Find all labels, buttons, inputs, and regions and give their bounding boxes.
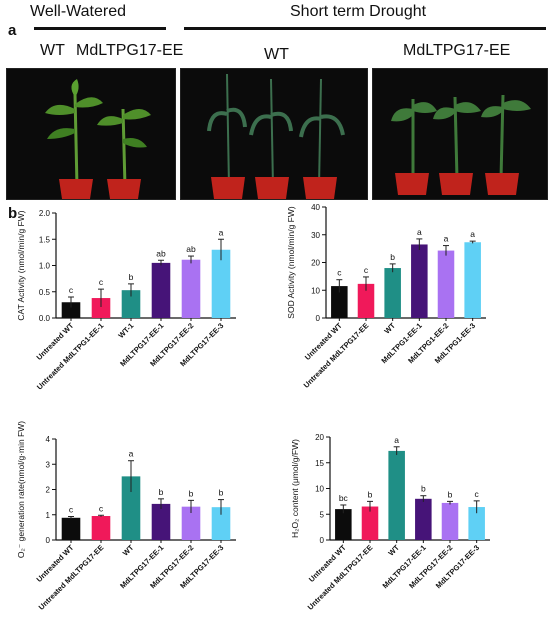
bar [437, 250, 455, 318]
bar [415, 498, 432, 540]
category-label: WT [121, 543, 136, 558]
significance-letter: c [99, 503, 104, 513]
y-axis-label: CAT Activity (nmol/min/g FW) [16, 210, 26, 320]
significance-letter: b [390, 252, 395, 262]
y-tick-label: 1.5 [39, 235, 51, 244]
photo-drought-wt [180, 68, 368, 200]
panel-a-letter: a [8, 22, 17, 39]
y-tick-label: 20 [315, 433, 324, 442]
category-label: WT-1 [116, 321, 135, 340]
y-tick-label: 2 [46, 486, 51, 495]
y-tick-label: 3 [46, 460, 51, 469]
significance-letter: a [219, 227, 224, 237]
bar [384, 268, 401, 318]
significance-letter: b [189, 488, 194, 498]
significance-letter: b [448, 489, 453, 499]
y-tick-label: 5 [320, 510, 325, 519]
bar [411, 244, 428, 318]
significance-letter: c [364, 265, 369, 275]
bar [91, 298, 111, 318]
y-axis-label: O₂⁻ generation rate(nmol/g·min FW) [16, 421, 26, 558]
significance-letter: b [219, 488, 224, 498]
bar [61, 517, 81, 540]
significance-letter: b [159, 487, 164, 497]
bar [181, 259, 201, 318]
significance-letter: c [337, 268, 342, 278]
y-tick-label: 2.0 [39, 209, 51, 218]
charts-svg: 0.0 0.5 1.0 1.5 2.0 CAT Activity (nmol/min/g … [16, 203, 490, 612]
y-tick-label: 15 [315, 459, 324, 468]
significance-letter: ab [186, 244, 196, 254]
y-tick-label: 20 [311, 259, 320, 268]
bar [151, 503, 171, 540]
bar [181, 506, 201, 540]
bar [388, 450, 405, 540]
photo2-label-wt: WT [264, 46, 289, 63]
significance-letter: b [368, 489, 373, 499]
significance-letter: c [69, 285, 74, 295]
y-tick-label: 10 [311, 286, 320, 295]
significance-letter: c [99, 277, 104, 287]
y-tick-label: 4 [46, 435, 51, 444]
photo3-label-mdltpg17-ee: MdLTPG17-EE [403, 42, 511, 59]
header-rule-right [184, 27, 546, 30]
significance-letter: a [417, 227, 422, 237]
photo1-label-wt: WT [40, 42, 65, 59]
significance-letter: c [69, 505, 74, 515]
y-tick-label: 30 [311, 231, 320, 240]
significance-letter: ab [156, 248, 166, 258]
y-axis-label: H₂O₂ content (μmol/g/FW) [290, 439, 300, 538]
photo-drought-ee [372, 68, 548, 200]
header-short-term-drought: Short term Drought [290, 3, 427, 20]
bar [121, 290, 141, 318]
bar [357, 283, 375, 318]
significance-letter: c [475, 489, 480, 499]
y-tick-label: 0.0 [39, 314, 51, 323]
significance-letter: a [470, 229, 475, 239]
bar [464, 242, 481, 318]
bar [335, 509, 352, 540]
header-well-watered: Well-Watered [30, 3, 127, 20]
significance-letter: a [129, 449, 134, 459]
y-tick-label: 40 [311, 203, 320, 212]
bar [468, 507, 485, 540]
bar [211, 249, 231, 318]
chart-o2-generation-rate: 0 1 2 3 4 O₂⁻ generation rate(nmol/g·min FW) c… [16, 421, 236, 612]
bar [361, 506, 379, 540]
y-tick-label: 0 [316, 314, 321, 323]
significance-letter: a [394, 435, 399, 445]
plant-wt-well-watered [45, 79, 103, 188]
panel-b-letter: b [8, 205, 18, 222]
bar [121, 476, 141, 540]
y-axis-label: SOD Activity (nmol/min/g FW) [286, 206, 296, 319]
bar [151, 262, 171, 318]
bar [441, 502, 459, 540]
bar [331, 286, 348, 318]
y-tick-label: 10 [315, 485, 324, 494]
header-rule-left [34, 27, 166, 30]
significance-letter: bc [339, 493, 349, 503]
photo1-label-mdltpg17-ee: MdLTPG17-EE [76, 42, 184, 59]
y-tick-label: 0 [46, 536, 51, 545]
y-tick-label: 1.0 [39, 262, 51, 271]
y-tick-label: 0.5 [39, 288, 51, 297]
significance-letter: b [129, 272, 134, 282]
bar [61, 302, 81, 318]
chart-cat-activity: 0.0 0.5 1.0 1.5 2.0 CAT Activity (nmol/min/g … [16, 209, 236, 392]
significance-letter: b [421, 484, 426, 494]
y-tick-label: 1 [46, 511, 51, 520]
bar [211, 507, 231, 540]
significance-letter: a [444, 234, 449, 244]
category-label: WT [382, 321, 397, 336]
plant-ee-well-watered [97, 108, 151, 188]
y-tick-label: 0 [320, 536, 325, 545]
bar [91, 516, 111, 540]
photo-well-watered [6, 68, 176, 200]
category-label: WT [386, 543, 401, 558]
